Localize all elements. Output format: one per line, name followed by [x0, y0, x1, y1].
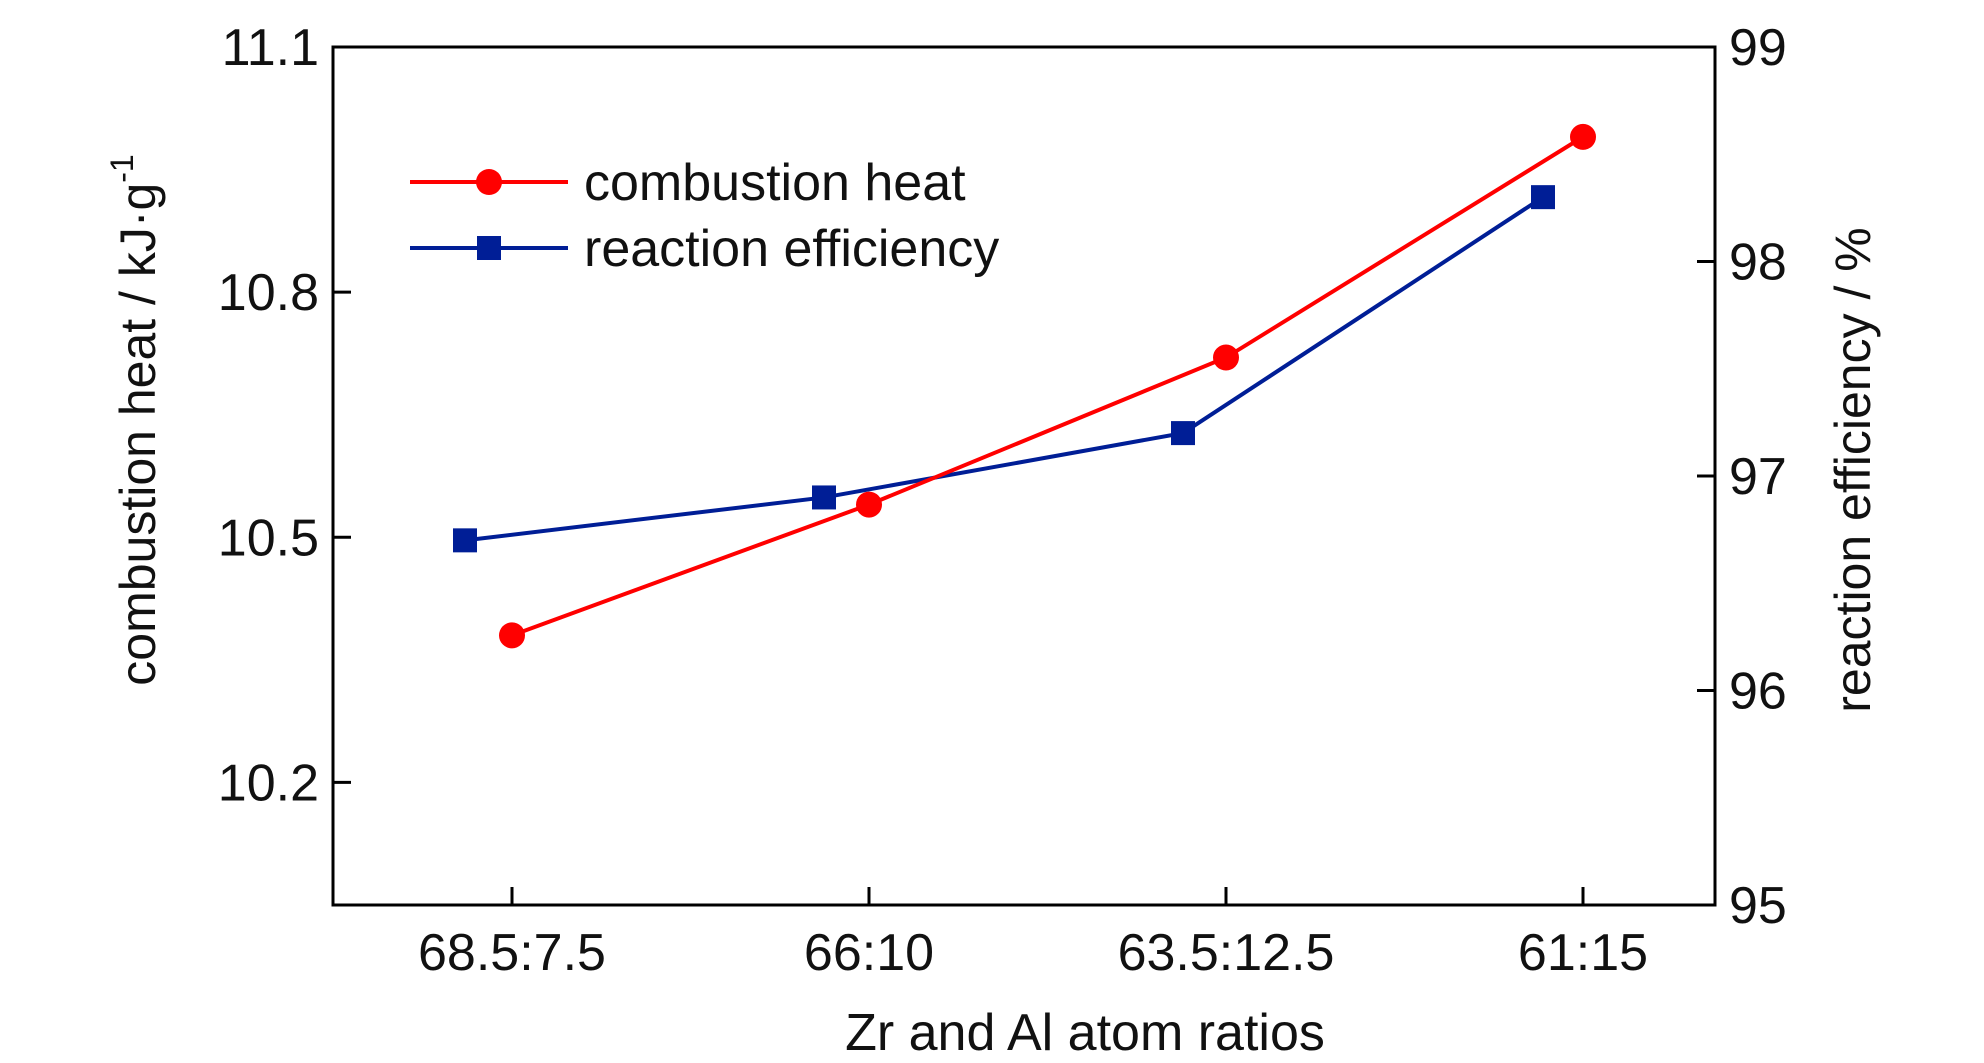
point-reaction-efficiency [812, 485, 836, 510]
point-combustion-heat [856, 491, 882, 518]
left-axis-title-main: combustion heat / kJ·g [110, 183, 166, 686]
left-axis: 10.2 10.5 10.8 11.1 [218, 19, 351, 812]
x-tick-label: 68.5:7.5 [418, 924, 606, 982]
point-reaction-efficiency [453, 528, 477, 553]
x-tick-label: 61:15 [1518, 924, 1648, 982]
right-tick-label: 99 [1729, 19, 1787, 77]
right-axis: 95 96 97 98 99 [1697, 19, 1787, 935]
point-reaction-efficiency [1171, 421, 1195, 446]
point-combustion-heat [499, 622, 525, 649]
point-combustion-heat [1213, 344, 1239, 371]
left-tick-label: 11.1 [222, 19, 319, 77]
legend-marker-square [477, 236, 501, 260]
x-axis: 68.5:7.5 66:10 63.5:12.5 61:15 [418, 887, 1648, 982]
legend: combustion heat reaction efficiency [410, 154, 999, 278]
x-tick-label: 66:10 [804, 924, 934, 982]
point-combustion-heat [1570, 123, 1596, 150]
right-tick-label: 98 [1729, 234, 1787, 292]
x-tick-label: 63.5:12.5 [1118, 924, 1335, 982]
left-axis-title: combustion heat / kJ·g-1 [104, 154, 166, 685]
legend-marker-circle [476, 169, 502, 195]
legend-label: reaction efficiency [584, 220, 999, 278]
series-line-reaction-efficiency [464, 195, 1545, 543]
left-tick-label: 10.5 [218, 509, 319, 567]
plot-frame [331, 45, 1717, 907]
right-tick-label: 97 [1729, 448, 1787, 506]
left-tick-label: 10.2 [218, 754, 319, 812]
right-tick-label: 96 [1729, 663, 1787, 721]
x-axis-title: Zr and Al atom ratios [845, 1004, 1325, 1062]
point-reaction-efficiency [1531, 185, 1555, 210]
legend-label: combustion heat [584, 154, 966, 212]
right-axis-title: reaction efficiency / % [1825, 227, 1881, 712]
left-axis-title-superscript: -1 [104, 154, 140, 182]
right-tick-label: 95 [1729, 877, 1787, 935]
plot-border [331, 45, 1717, 907]
series-layer [453, 123, 1596, 649]
series-line-combustion-heat [511, 135, 1585, 638]
left-tick-label: 10.8 [218, 264, 319, 322]
